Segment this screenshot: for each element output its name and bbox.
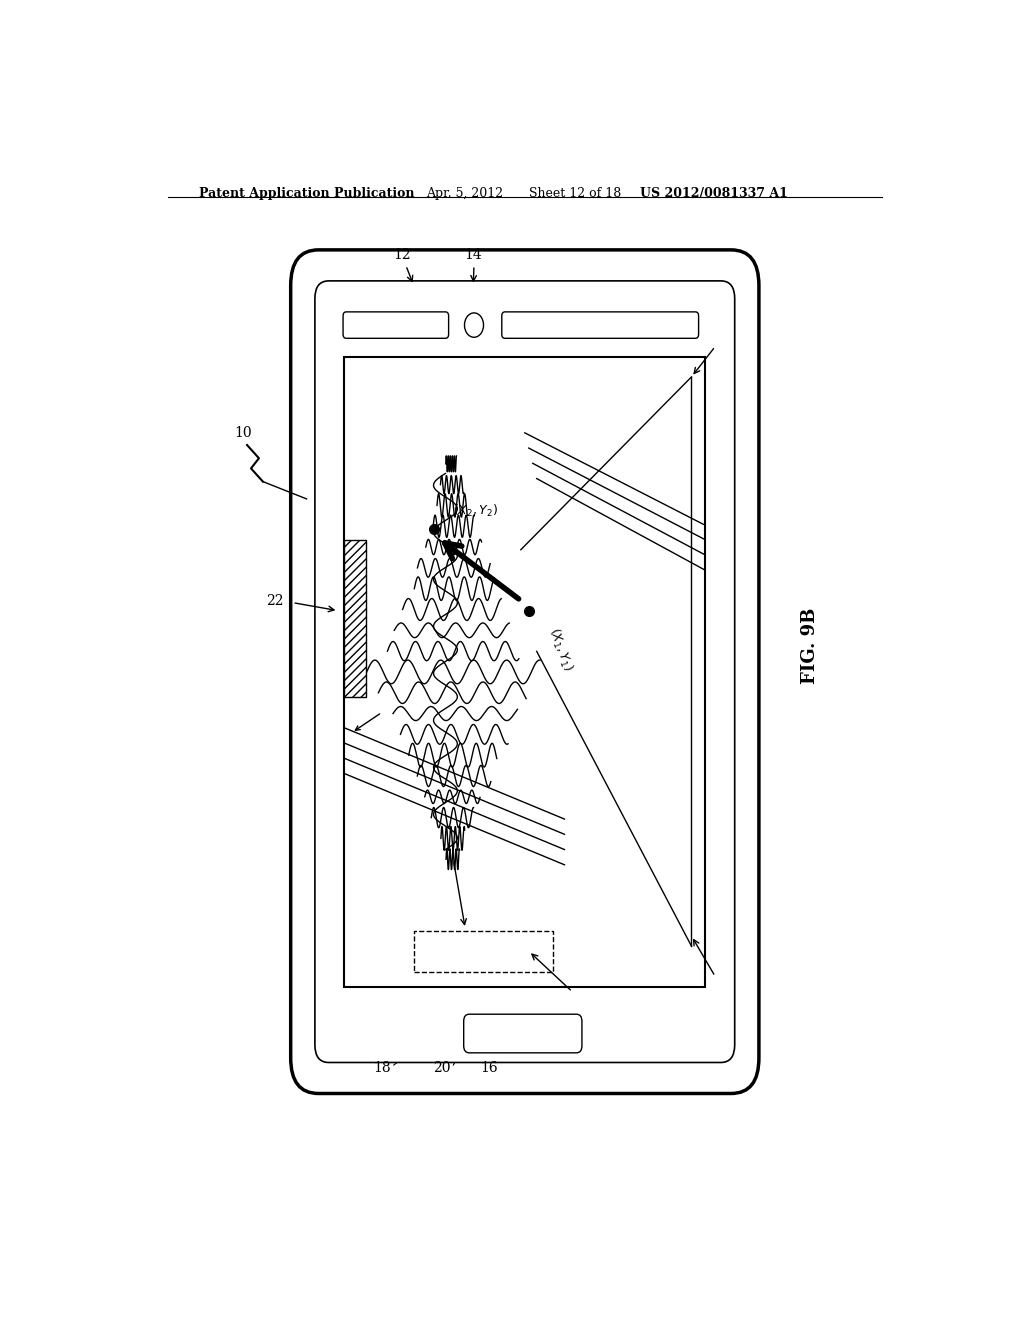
Text: 22: 22 (266, 594, 284, 607)
Text: Sheet 12 of 18: Sheet 12 of 18 (528, 187, 621, 199)
Text: 18: 18 (373, 1061, 391, 1074)
FancyBboxPatch shape (464, 1014, 582, 1053)
Text: 12: 12 (393, 248, 411, 261)
FancyBboxPatch shape (315, 281, 734, 1063)
Bar (344, 356, 705, 987)
Text: 10: 10 (234, 426, 252, 440)
Text: $(X_2,Y_2)$: $(X_2,Y_2)$ (454, 503, 499, 519)
Text: 16: 16 (480, 1061, 498, 1074)
Bar (344, 540, 367, 697)
Text: FIG. 9B: FIG. 9B (802, 609, 819, 685)
Circle shape (465, 313, 483, 338)
Text: 20: 20 (433, 1061, 451, 1074)
Text: Patent Application Publication: Patent Application Publication (200, 187, 415, 199)
Text: US 2012/0081337 A1: US 2012/0081337 A1 (640, 187, 787, 199)
FancyBboxPatch shape (343, 312, 449, 338)
Bar (414, 931, 553, 972)
Text: $(X_1,Y_1)$: $(X_1,Y_1)$ (545, 626, 575, 673)
Text: 14: 14 (464, 248, 482, 261)
FancyBboxPatch shape (291, 249, 759, 1093)
Text: Apr. 5, 2012: Apr. 5, 2012 (426, 187, 503, 199)
FancyBboxPatch shape (502, 312, 698, 338)
